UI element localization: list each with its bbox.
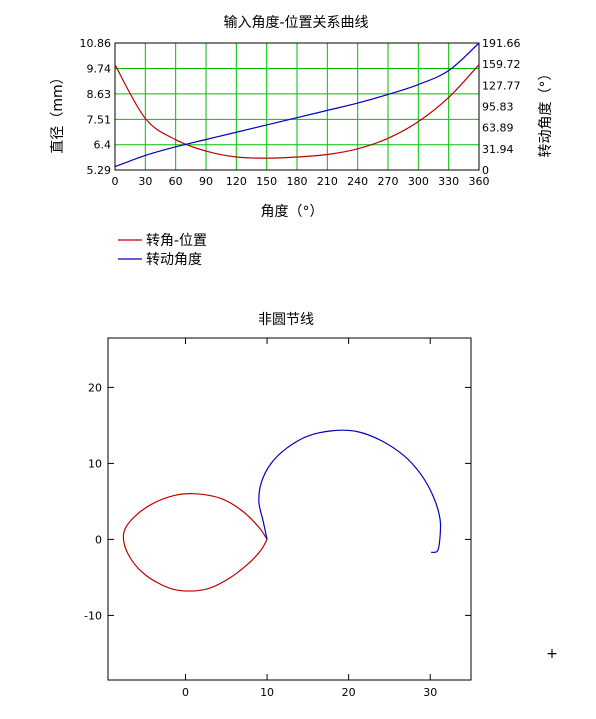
chart1-x-ticks: 0 30 60 90 120 150 180 210 240 270 300 330 360 xyxy=(112,175,490,188)
chart1-y-left-tick-label: 9.74 xyxy=(87,63,112,76)
chart2-y-tick-label: 20 xyxy=(88,381,102,394)
chart2-series xyxy=(122,429,442,592)
chart1-y-left-tick-label: 7.51 xyxy=(87,113,112,126)
legend-label-rotation-angle: 转动角度 xyxy=(146,252,202,268)
chart1-x-tick-label: 300 xyxy=(408,175,429,188)
chart2-title: 非圆节线 xyxy=(258,312,314,328)
chart1-x-tick-label: 60 xyxy=(169,175,183,188)
chart1-series-line-1 xyxy=(114,42,480,168)
chart1-legend: 转角-位置 转动角度 xyxy=(118,233,207,268)
chart1-y-left-ticks: 5.29 6.4 7.51 8.63 9.74 10.86 xyxy=(80,37,112,177)
chart1-x-tick-label: 0 xyxy=(112,175,119,188)
chart1-plot-frame xyxy=(114,42,480,171)
chart1-y-left-tick-label: 10.86 xyxy=(80,37,112,50)
chart1-y-right-ticks: 0 31.94 63.89 95.83 127.77 159.72 191.66 xyxy=(482,37,521,177)
chart1-x-tick-label: 270 xyxy=(378,175,399,188)
chart1-grid xyxy=(114,42,480,171)
chart1-y-left-tick-label: 6.4 xyxy=(94,139,112,152)
chart2-x-tick-label: 30 xyxy=(423,686,437,699)
chart2-x-ticks: 0 10 20 30 xyxy=(182,338,437,699)
chart1-y-right-tick-label: 31.94 xyxy=(482,143,514,156)
chart2-y-tick-label: 0 xyxy=(95,533,102,546)
chart1-y-left-tick-label: 5.29 xyxy=(87,164,112,177)
chart1-x-tick-label: 150 xyxy=(256,175,277,188)
chart1-y-right-axis-label: 转动角度（°） xyxy=(538,67,554,158)
angle-position-chart: 输入角度-位置关系曲线 0 30 60 90 120 150 180 210 240 270 300… xyxy=(49,15,554,268)
chart1-series xyxy=(114,42,480,168)
chart1-y-left-axis-label: 直径（mm） xyxy=(49,70,66,153)
chart2-x-tick-label: 20 xyxy=(342,686,356,699)
chart1-x-tick-label: 330 xyxy=(438,175,459,188)
chart1-x-tick-label: 210 xyxy=(317,175,338,188)
chart2-series-curve-0 xyxy=(122,492,268,592)
chart2-y-tick-label: -10 xyxy=(84,609,102,622)
chart2-x-tick-label: 0 xyxy=(182,686,189,699)
chart1-x-axis-label: 角度（°） xyxy=(261,204,324,220)
chart2-series-curve-1 xyxy=(258,429,442,554)
chart1-series-line-0 xyxy=(114,64,480,159)
chart1-x-tick-label: 360 xyxy=(469,175,490,188)
plus-marker: + xyxy=(546,646,558,662)
non-circular-pitch-curve-chart: 非圆节线 0 10 20 30 20 10 0 -10 xyxy=(84,312,472,699)
chart1-y-right-tick-label: 159.72 xyxy=(482,58,521,71)
chart1-y-right-tick-label: 63.89 xyxy=(482,122,514,135)
chart1-y-right-tick-label: 191.66 xyxy=(482,37,521,50)
chart2-y-tick-label: 10 xyxy=(88,457,102,470)
chart1-y-left-tick-label: 8.63 xyxy=(87,88,112,101)
chart1-x-tick-label: 30 xyxy=(138,175,152,188)
chart2-y-ticks: 20 10 0 -10 xyxy=(84,381,471,622)
legend-label-rotation-position: 转角-位置 xyxy=(146,233,207,249)
chart1-y-right-tick-label: 0 xyxy=(482,164,489,177)
chart1-title: 输入角度-位置关系曲线 xyxy=(223,15,368,31)
chart1-x-tick-label: 90 xyxy=(199,175,213,188)
chart1-y-right-tick-label: 127.77 xyxy=(482,79,521,92)
chart1-x-tick-label: 240 xyxy=(347,175,368,188)
chart1-y-right-tick-label: 95.83 xyxy=(482,101,514,114)
chart1-x-tick-label: 120 xyxy=(226,175,247,188)
chart2-plot-frame xyxy=(107,337,472,681)
chart1-x-tick-label: 180 xyxy=(287,175,308,188)
chart2-x-tick-label: 10 xyxy=(260,686,274,699)
